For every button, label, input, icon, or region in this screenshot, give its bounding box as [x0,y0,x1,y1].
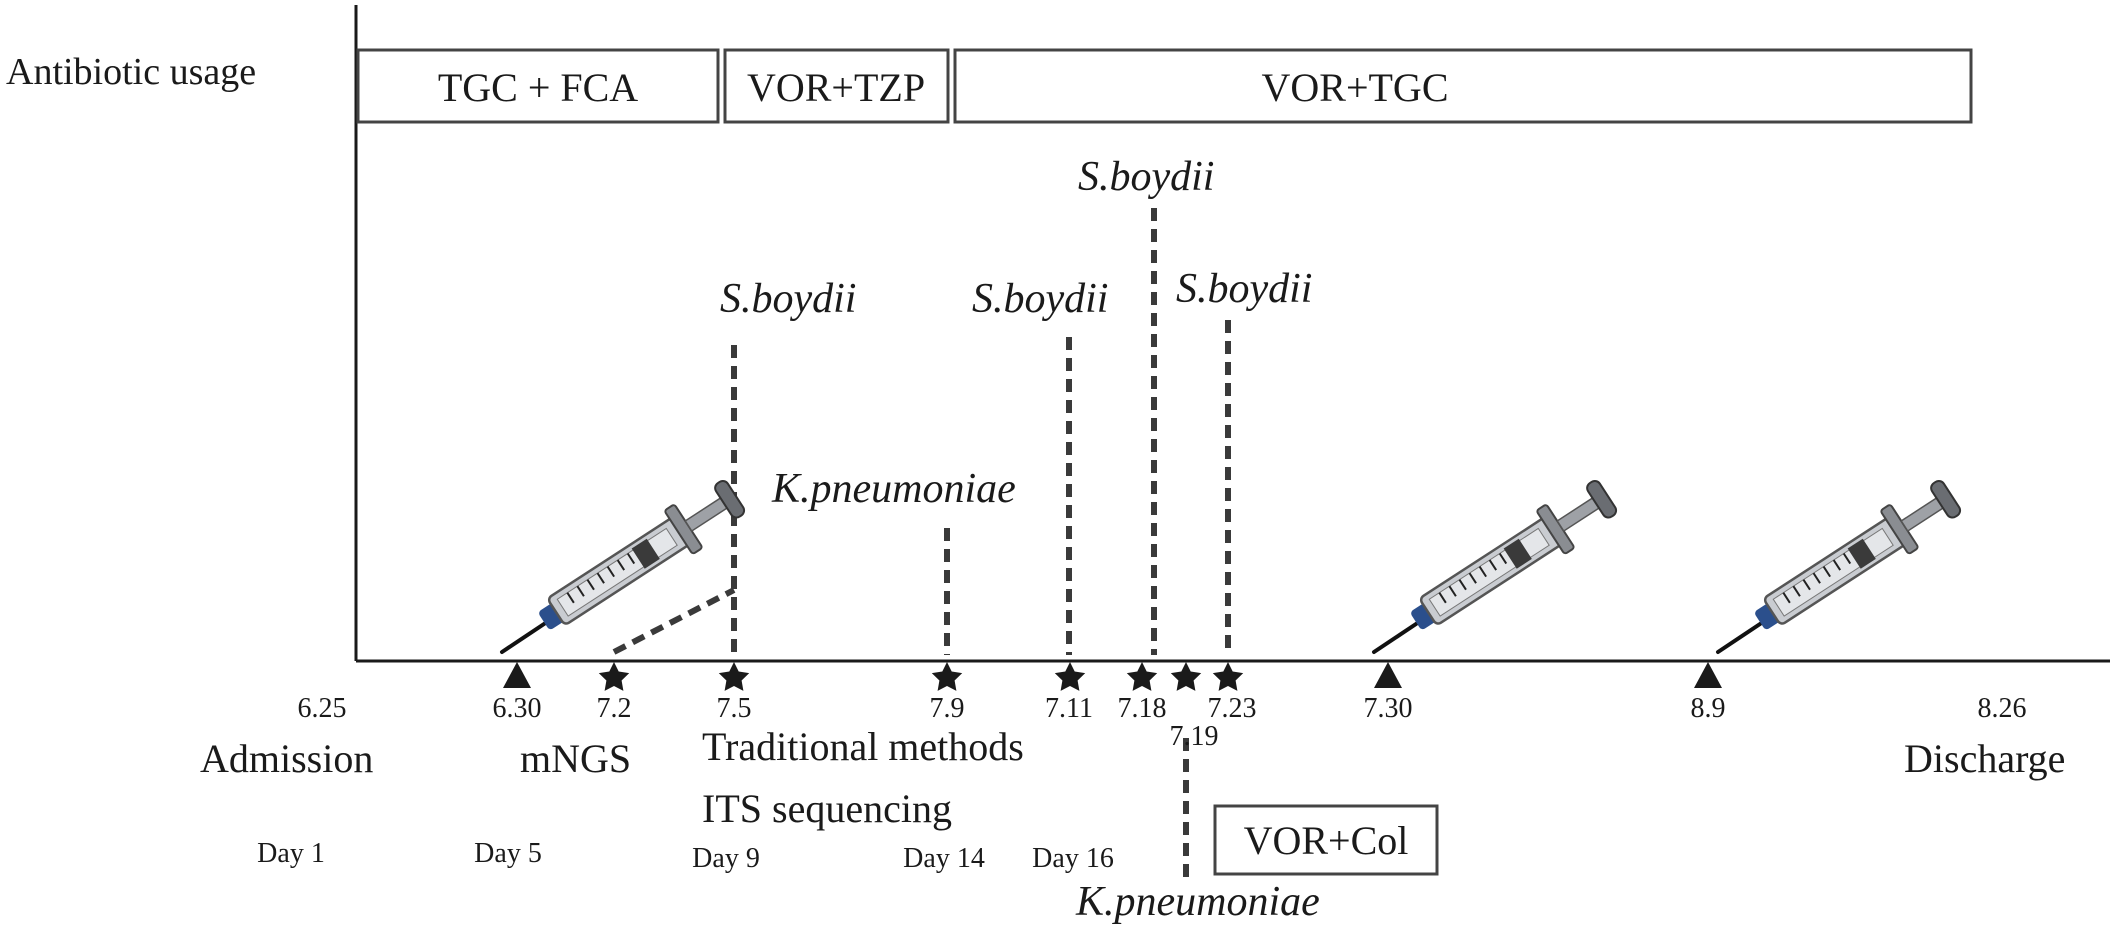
event-label-discharge: Discharge [1904,736,2065,781]
syringe-icon [500,471,752,654]
date-label: 7.30 [1364,693,1413,724]
date-label: 7.5 [717,693,752,724]
regimen-label-vor-tgc: VOR+TGC [1261,65,1448,110]
day-label: Day 9 [692,843,760,874]
day-label: Day 5 [474,838,542,869]
event-label-mngs: mNGS [520,736,631,781]
date-label: 7.2 [597,693,632,724]
antibiotic-usage-label: Antibiotic usage [6,51,256,93]
syringe-icon [1716,471,1968,654]
date-label: 7.19 [1170,721,1219,752]
star-marker-icon [1170,662,1202,691]
day-label: Day 16 [1032,843,1114,874]
event-label-its-sequencing: ITS sequencing [702,786,952,831]
star-marker-icon [718,662,750,691]
regimen-box-tgc-fca [356,48,720,124]
organism-label-s-boydii-7-11: S.boydii [972,276,1108,322]
star-marker-icon [1054,662,1086,691]
date-label: 6.30 [493,693,542,724]
regimen-label-vor-tzp: VOR+TZP [747,65,925,110]
date-label: 7.9 [930,693,965,724]
triangle-marker-icon [503,662,531,688]
triangle-marker-icon [1694,662,1722,688]
dashed-line-mngs-link [612,587,736,655]
date-label: 6.25 [298,693,347,724]
date-label: 7.18 [1118,693,1167,724]
triangle-marker-icon [1374,662,1402,688]
date-label: 8.26 [1978,693,2027,724]
organism-label-k-pneumoniae-7-9: K.pneumoniae [771,466,1016,512]
organism-label-s-boydii-7-5: S.boydii [720,276,856,322]
day-label: Day 1 [257,838,325,869]
regimen-label-vor-col: VOR+Col [1244,818,1409,863]
star-marker-icon [1212,662,1244,691]
regimen-box-vor-col [1213,804,1439,876]
date-label: 7.11 [1045,693,1093,724]
syringe-icon [1372,471,1624,654]
organism-label-s-boydii-7-18: S.boydii [1078,154,1214,200]
event-label-admission: Admission [200,736,373,781]
regimen-box-vor-tgc [953,48,1973,124]
star-marker-icon [1126,662,1158,691]
organism-label-s-boydii-7-23: S.boydii [1176,266,1312,312]
day-label: Day 14 [903,843,985,874]
star-marker-icon [598,662,630,691]
date-label: 7.23 [1208,693,1257,724]
regimen-label-tgc-fca: TGC + FCA [438,65,638,110]
regimen-box-vor-tzp [723,48,950,124]
date-label: 8.9 [1691,693,1726,724]
organism-label-k-pneumoniae-7-19: K.pneumoniae [1075,879,1320,925]
event-label-traditional-methods: Traditional methods [702,724,1024,769]
star-marker-icon [931,662,963,691]
